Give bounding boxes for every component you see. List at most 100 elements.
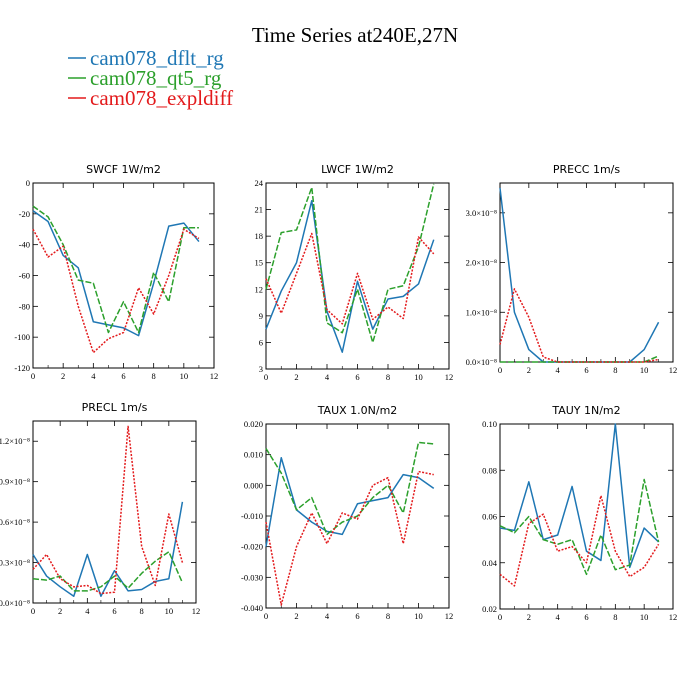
x-tick-label-tauy: 10	[640, 612, 649, 622]
y-tick-label-lwcf: 9	[259, 311, 263, 321]
y-tick-label-taux: -0.010	[241, 511, 263, 521]
series-line-precc-expldiff	[499, 288, 659, 363]
x-tick-label-lwcf: 0	[264, 372, 268, 382]
x-tick-label-lwcf: 2	[294, 372, 298, 382]
series-line-taux-dflt	[265, 456, 435, 547]
y-tick-label-lwcf: 15	[255, 258, 264, 268]
y-tick-label-taux: -0.020	[241, 542, 263, 552]
figure-title: Time Series at240E,27N	[252, 23, 458, 47]
series-line-tauy-expldiff	[499, 494, 660, 587]
y-tick-label-lwcf: 6	[259, 337, 263, 347]
series-line-precc-dflt	[499, 187, 660, 363]
y-tick-label-taux: 0.000	[244, 480, 263, 490]
x-tick-label-precc: 0	[498, 365, 502, 375]
x-tick-label-lwcf: 8	[386, 372, 390, 382]
x-tick-label-precl: 8	[140, 606, 144, 616]
series-line-tauy-qt5	[499, 478, 660, 576]
x-tick-label-swcf: 6	[121, 371, 125, 381]
panel-tauy: TAUY 1N/m2 0 2 4 6 8 10 12 0.02 0.04 0.06 0.08 0.10	[482, 404, 677, 622]
x-tick-label-lwcf: 10	[414, 372, 423, 382]
y-tick-label-swcf: -80	[19, 301, 30, 311]
panel-title-swcf: SWCF 1W/m2	[86, 163, 161, 176]
x-tick-label-precc: 6	[584, 365, 588, 375]
series-line-taux-expldiff	[265, 470, 434, 606]
x-tick-label-lwcf: 12	[445, 372, 454, 382]
y-tick-label-precc: 0.0×10⁻⁸	[466, 357, 497, 367]
x-tick-label-tauy: 12	[669, 612, 678, 622]
y-tick-label-precl: 1.2×10⁻⁸	[0, 436, 30, 446]
series-line-taux-qt5	[265, 441, 434, 536]
x-tick-label-taux: 0	[264, 611, 268, 621]
x-tick-label-swcf: 10	[180, 371, 189, 381]
x-tick-label-precl: 4	[85, 606, 90, 616]
y-tick-label-swcf: -40	[19, 240, 30, 250]
x-tick-label-tauy: 8	[613, 612, 617, 622]
x-tick-label-taux: 6	[355, 611, 359, 621]
x-tick-label-swcf: 8	[152, 371, 156, 381]
legend-entry-expldiff: cam078_expldiff	[68, 86, 233, 110]
plot-frame-swcf	[32, 182, 215, 369]
y-tick-label-precc: 1.0×10⁻⁸	[466, 307, 497, 317]
series-line-precl-dflt	[32, 501, 184, 598]
x-tick-label-swcf: 2	[61, 371, 65, 381]
series-line-swcf-qt5	[32, 205, 199, 334]
y-tick-label-tauy: 0.10	[482, 419, 497, 429]
panel-title-tauy: TAUY 1N/m2	[551, 404, 620, 417]
x-tick-label-precc: 8	[613, 365, 617, 375]
x-tick-label-lwcf: 6	[355, 372, 359, 382]
y-tick-label-swcf: 0	[26, 178, 30, 188]
y-tick-label-tauy: 0.08	[482, 465, 497, 475]
series-line-swcf-dflt	[32, 210, 200, 337]
series-line-lwcf-dflt	[265, 199, 435, 353]
y-tick-label-lwcf: 24	[255, 178, 264, 188]
x-tick-label-precl: 0	[31, 606, 35, 616]
plot-frame-tauy	[499, 423, 674, 610]
y-tick-label-swcf: -20	[19, 209, 30, 219]
panels: SWCF 1W/m20 2 4 6 8 10 120-20-40-60-80-100-120…	[0, 163, 677, 622]
x-tick-label-precl: 6	[112, 606, 116, 616]
x-tick-label-tauy: 0	[498, 612, 502, 622]
panel-title-lwcf: LWCF 1W/m2	[321, 163, 394, 176]
y-tick-label-taux: -0.030	[241, 572, 263, 582]
x-tick-label-taux: 2	[294, 611, 298, 621]
y-tick-label-taux: -0.040	[241, 603, 263, 613]
y-tick-label-precl: 0.9×10⁻⁸	[0, 477, 30, 487]
panel-taux: TAUX 1.0N/m2 0 2 4 6 8 10 12 -0.040 -0.030 -0.020 -…	[241, 404, 453, 621]
y-tick-label-precc: 2.0×10⁻⁸	[466, 258, 497, 268]
panel-title-precc: PRECC 1m/s	[553, 163, 621, 176]
y-tick-label-swcf: -60	[19, 271, 30, 281]
y-tick-label-lwcf: 3	[259, 364, 263, 374]
series-line-tauy-dflt	[499, 423, 660, 569]
x-tick-label-taux: 12	[445, 611, 454, 621]
x-tick-label-taux: 10	[414, 611, 423, 621]
y-tick-label-precl: 0.6×10⁻⁸	[0, 517, 30, 527]
x-tick-label-precl: 10	[165, 606, 174, 616]
x-tick-label-precc: 4	[556, 365, 561, 375]
legend-label-expldiff: cam078_expldiff	[90, 86, 233, 110]
y-tick-label-taux: 0.020	[244, 419, 263, 429]
panel-title-taux: TAUX 1.0N/m2	[317, 404, 398, 417]
x-tick-label-swcf: 12	[210, 371, 219, 381]
series-line-swcf-expldiff	[32, 228, 200, 354]
legend-label-dflt: cam078_dflt_rg	[90, 46, 224, 70]
x-tick-label-taux: 8	[386, 611, 390, 621]
legend-entry-qt5: cam078_qt5_rg	[68, 66, 222, 90]
series-line-lwcf-qt5	[265, 183, 435, 344]
y-tick-label-precl: 0.3×10⁻⁸	[0, 558, 30, 568]
y-tick-label-swcf: -120	[14, 363, 30, 373]
y-tick-label-precc: 3.0×10⁻⁸	[466, 208, 497, 218]
x-tick-label-precl: 2	[58, 606, 62, 616]
x-tick-label-lwcf: 4	[325, 372, 330, 382]
legend-entry-dflt: cam078_dflt_rg	[68, 46, 224, 70]
y-tick-label-tauy: 0.06	[482, 512, 497, 522]
x-tick-label-swcf: 0	[31, 371, 35, 381]
x-tick-label-precc: 10	[640, 365, 649, 375]
y-tick-label-swcf: -100	[14, 332, 30, 342]
x-tick-label-precc: 12	[669, 365, 678, 375]
x-tick-label-tauy: 6	[584, 612, 588, 622]
panel-title-precl: PRECL 1m/s	[82, 401, 148, 414]
y-tick-label-tauy: 0.04	[482, 558, 498, 568]
x-tick-label-tauy: 4	[556, 612, 561, 622]
